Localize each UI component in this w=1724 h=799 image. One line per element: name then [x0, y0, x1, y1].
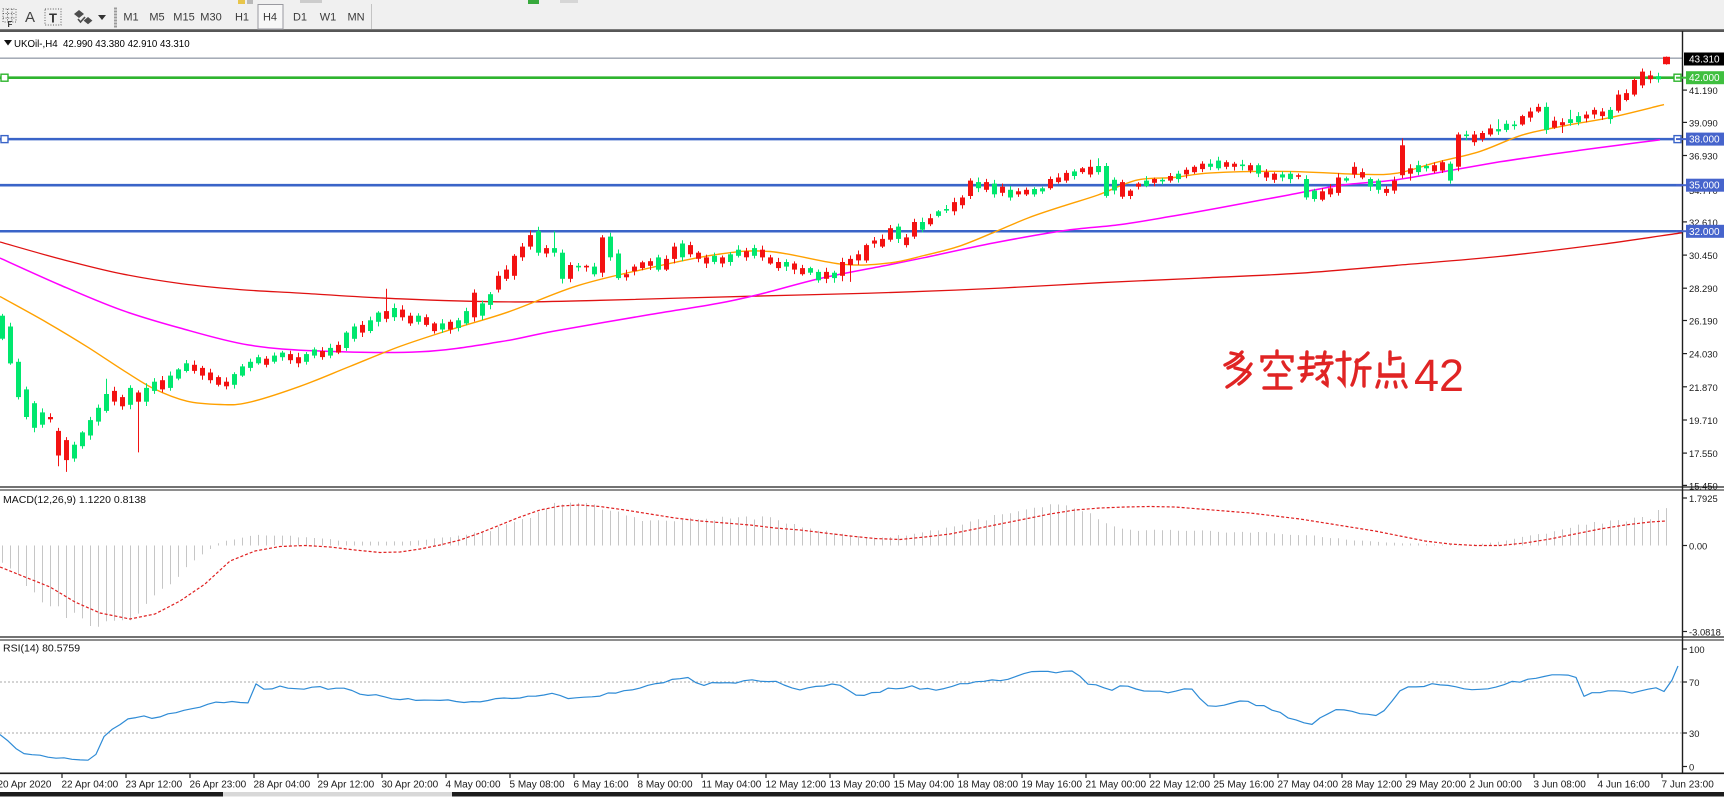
svg-text:26 Apr 23:00: 26 Apr 23:00: [190, 780, 247, 791]
svg-text:4 May 00:00: 4 May 00:00: [446, 780, 501, 791]
svg-text:36.930: 36.930: [1689, 151, 1718, 162]
svg-text:24.030: 24.030: [1689, 349, 1718, 360]
svg-text:M1: M1: [123, 12, 138, 24]
svg-text:8 May 00:00: 8 May 00:00: [638, 780, 693, 791]
svg-text:22 May 12:00: 22 May 12:00: [1150, 780, 1211, 791]
svg-text:43.310: 43.310: [1689, 55, 1720, 66]
svg-text:0.00: 0.00: [1689, 541, 1707, 552]
svg-text:21 May 00:00: 21 May 00:00: [1086, 780, 1147, 791]
svg-text:70: 70: [1689, 677, 1699, 688]
svg-text:M30: M30: [200, 12, 221, 24]
svg-text:28 Apr 04:00: 28 Apr 04:00: [254, 780, 311, 791]
svg-text:H4: H4: [263, 12, 277, 24]
svg-text:6 May 16:00: 6 May 16:00: [574, 780, 629, 791]
svg-text:17.550: 17.550: [1689, 448, 1718, 459]
svg-text:7 Jun 23:00: 7 Jun 23:00: [1662, 780, 1715, 791]
svg-text:-3.0818: -3.0818: [1689, 627, 1721, 638]
svg-text:11 May 04:00: 11 May 04:00: [702, 780, 762, 791]
svg-text:42.000: 42.000: [1689, 73, 1720, 84]
svg-text:28.290: 28.290: [1689, 283, 1718, 294]
svg-text:25 May 16:00: 25 May 16:00: [1214, 780, 1275, 791]
svg-text:39.090: 39.090: [1689, 117, 1718, 128]
svg-text:27 May 04:00: 27 May 04:00: [1278, 780, 1339, 791]
svg-text:29 Apr 12:00: 29 Apr 12:00: [318, 780, 375, 791]
svg-text:26.190: 26.190: [1689, 316, 1718, 327]
svg-text:0: 0: [1689, 762, 1694, 773]
svg-text:35.000: 35.000: [1689, 181, 1720, 192]
svg-text:RSI(14) 80.5759: RSI(14) 80.5759: [3, 643, 80, 655]
svg-text:A: A: [25, 9, 35, 26]
svg-text:H1: H1: [235, 12, 249, 24]
svg-text:4 Jun 16:00: 4 Jun 16:00: [1598, 780, 1651, 791]
svg-text:T: T: [49, 11, 57, 26]
svg-text:MACD(12,26,9) 1.1220 0.8138: MACD(12,26,9) 1.1220 0.8138: [3, 494, 146, 506]
svg-text:22 Apr 04:00: 22 Apr 04:00: [62, 780, 119, 791]
svg-text:12 May 12:00: 12 May 12:00: [766, 780, 827, 791]
svg-text:19.710: 19.710: [1689, 415, 1718, 426]
svg-text:MN: MN: [347, 12, 364, 24]
svg-text:2 Jun 00:00: 2 Jun 00:00: [1470, 780, 1523, 791]
svg-text:30 Apr 20:00: 30 Apr 20:00: [382, 780, 439, 791]
svg-text:UKOil-,H4 42.990 43.380 42.91: UKOil-,H4 42.990 43.380 42.910 43.310: [14, 39, 190, 50]
svg-text:19 May 16:00: 19 May 16:00: [1022, 780, 1083, 791]
svg-text:28 May 12:00: 28 May 12:00: [1342, 780, 1403, 791]
svg-text:32.000: 32.000: [1689, 227, 1720, 238]
svg-text:20 Apr 2020: 20 Apr 2020: [0, 780, 52, 791]
svg-text:3 Jun 08:00: 3 Jun 08:00: [1534, 780, 1587, 791]
svg-text:38.000: 38.000: [1689, 135, 1720, 146]
svg-text:M5: M5: [149, 12, 164, 24]
svg-text:100: 100: [1689, 644, 1705, 655]
svg-text:5 May 08:00: 5 May 08:00: [510, 780, 565, 791]
svg-text:30: 30: [1689, 728, 1699, 739]
svg-text:1.7925: 1.7925: [1689, 493, 1718, 504]
svg-text:42: 42: [1414, 350, 1464, 401]
svg-text:M15: M15: [173, 12, 194, 24]
svg-text:15.450: 15.450: [1689, 480, 1718, 491]
svg-text:13 May 20:00: 13 May 20:00: [830, 780, 891, 791]
svg-text:30.450: 30.450: [1689, 250, 1718, 261]
svg-text:D1: D1: [293, 12, 307, 24]
svg-text:15 May 04:00: 15 May 04:00: [894, 780, 955, 791]
svg-text:29 May 20:00: 29 May 20:00: [1406, 780, 1467, 791]
svg-text:23 Apr 12:00: 23 Apr 12:00: [126, 780, 183, 791]
svg-text:W1: W1: [320, 12, 337, 24]
svg-text:F: F: [8, 20, 13, 29]
svg-text:21.870: 21.870: [1689, 382, 1718, 393]
svg-text:18 May 08:00: 18 May 08:00: [958, 780, 1019, 791]
svg-text:32.610: 32.610: [1689, 217, 1718, 228]
svg-text:41.190: 41.190: [1689, 85, 1718, 96]
